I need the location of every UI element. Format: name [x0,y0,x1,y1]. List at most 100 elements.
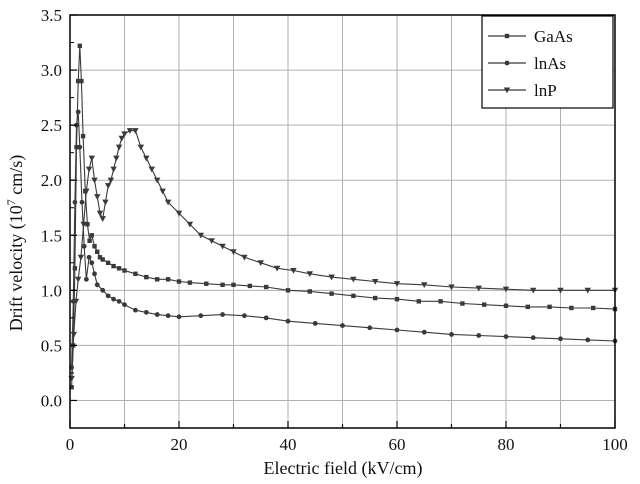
data-point-lnas [94,282,100,288]
data-point-lnas [220,312,226,317]
data-point-gaas [569,305,574,311]
grid-lines [70,15,615,428]
legend-label-lnas: lnAs [534,54,566,73]
series-line-lnas [71,111,616,368]
data-point-gaas [100,257,105,262]
data-point-lnp [393,281,401,287]
y-tick-label: 0.0 [41,391,62,410]
data-point-gaas [92,244,97,249]
data-point-lnp [74,276,82,283]
legend-entry-lnp: lnP [488,81,557,100]
data-point-gaas [503,303,509,308]
data-point-lnp [290,267,297,274]
data-point-gaas [307,289,312,294]
legend-marker-lnp [503,87,511,94]
data-point-gaas [351,293,356,299]
data-point-gaas [89,233,94,238]
data-point-lnp [230,249,237,255]
data-point-lnp [72,298,80,305]
x-tick-label: 40 [280,435,297,454]
data-point-lnas [312,320,318,326]
data-point-lnp [154,177,161,184]
data-point-lnp [102,199,109,206]
data-point-gaas [285,288,291,293]
data-point-gaas [85,222,90,227]
data-point-gaas [394,296,400,302]
data-point-gaas [95,249,100,254]
data-point-lnp [350,276,357,283]
legend-marker-lnas [504,60,510,66]
data-point-lnp [88,155,95,162]
y-axis-label: Drift velocity (107 cm/s) [4,155,27,331]
data-point-lnas [585,337,591,343]
x-tick-label: 20 [171,435,188,454]
y-tick-label: 1.0 [41,281,62,300]
data-point-gaas [231,282,236,288]
data-point-lnp [372,278,379,285]
data-point-lnp [132,128,139,134]
data-point-gaas [144,274,149,280]
data-point-lnas [476,333,482,338]
data-point-lnp [118,135,125,142]
data-point-gaas [133,271,138,277]
data-point-gaas [547,304,552,310]
series-lnp [68,128,619,382]
data-point-lnas [449,331,454,337]
x-tick-label: 60 [389,435,406,454]
data-point-gaas [187,280,193,285]
data-point-lnp [80,221,87,228]
data-point-lnas [83,276,89,282]
y-axis-label-main: Drift velocity (10 [6,205,27,331]
data-point-lnp [208,238,215,244]
data-point-gaas [165,277,171,282]
data-point-lnp [530,287,537,294]
legend-label-lnp: lnP [534,81,557,100]
axis-ticks [69,14,616,429]
data-point-gaas [373,295,378,301]
x-axis-label: Electric field (kV/cm) [264,458,423,479]
data-point-lnp [126,128,134,134]
data-point-lnp [557,287,564,294]
data-point-lnas [143,309,149,315]
data-point-lnp [115,144,123,151]
data-point-lnp [113,155,120,162]
data-point-lnas [72,199,78,205]
data-point-lnas [116,298,122,304]
data-point-lnas [133,307,138,313]
data-point-lnp [584,287,591,294]
y-tick-label: 2.5 [41,116,62,135]
data-point-lnas [340,323,345,328]
data-point-lnp [77,254,85,261]
data-point-gaas [122,268,127,273]
data-point-lnp [273,265,281,272]
data-point-gaas [482,302,487,307]
data-point-lnp [137,144,145,151]
data-point-lnp [96,210,104,217]
data-point-gaas [79,78,84,84]
data-point-lnp [91,177,98,184]
data-point-gaas [80,133,86,139]
data-point-lnp [83,188,90,195]
data-point-lnas [165,313,171,319]
data-point-lnas [154,312,160,317]
x-tick-label: 100 [602,435,628,454]
data-point-lnp [164,199,172,206]
data-point-gaas [75,78,81,84]
data-point-gaas [264,284,269,290]
data-point-gaas [460,301,465,306]
y-tick-label: 3.5 [41,6,62,25]
data-point-lnp [186,221,194,228]
data-point-lnas [242,313,247,319]
x-tick-label: 80 [498,435,515,454]
data-point-lnp [70,331,78,338]
data-point-gaas [105,260,111,265]
data-point-gaas [97,255,103,260]
tick-labels: 0 20 40 60 80 100 0.0 0.5 1.0 1.5 2.0 2.5 3.0 3.5 [41,6,628,454]
data-point-lnas [122,302,127,308]
data-point-lnas [77,144,83,150]
data-point-lnas [89,260,95,266]
data-point-lnp [219,243,226,250]
legend-entry-gaas: GaAs [488,27,573,46]
data-point-lnp [241,254,248,261]
